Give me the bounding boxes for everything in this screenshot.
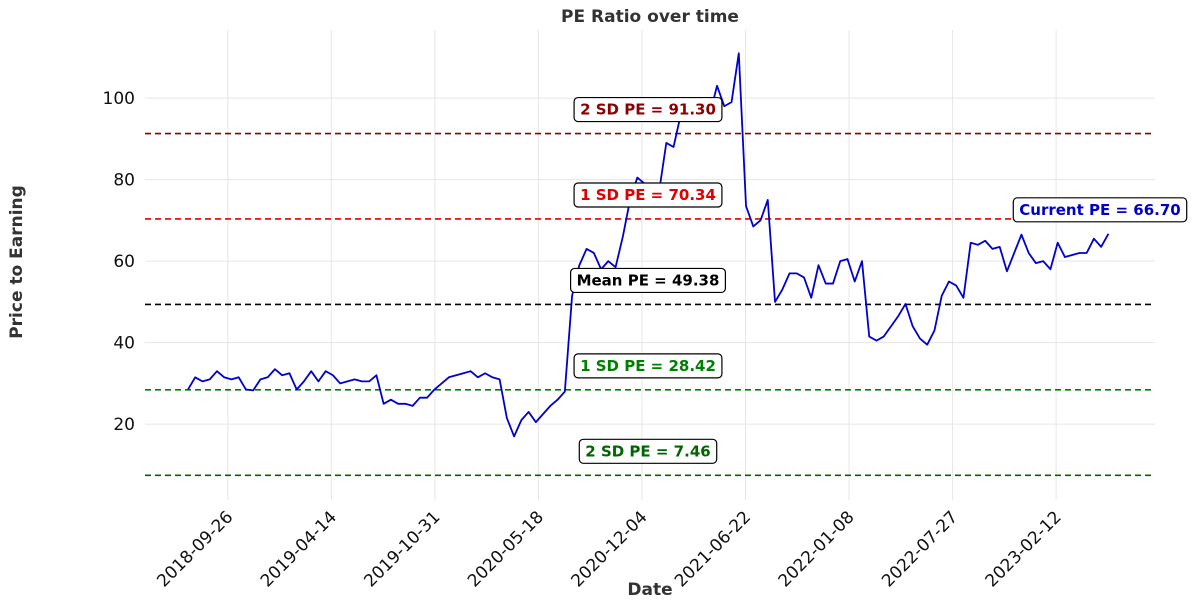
label-box [573,353,723,379]
reference-label: 2 SD PE = 7.46 [578,438,718,464]
y-tick-label: 60 [113,252,135,272]
label-box [569,267,727,294]
reference-label: 1 SD PE = 28.42 [573,353,723,379]
y-tick-label: 20 [113,415,135,435]
label-box [573,182,723,208]
label-text: 1 SD PE = 70.34 [580,186,716,204]
x-tick-label: 2022-01-08 [775,507,859,591]
y-tick-label: 80 [113,171,135,191]
reference-label: Mean PE = 49.38 [569,267,727,294]
label-text: Current PE = 66.70 [1019,201,1180,219]
label-text: 1 SD PE = 28.42 [580,357,716,375]
x-tick-label: 2020-12-04 [568,507,652,591]
x-tick-label: 2020-05-18 [464,507,548,591]
reference-label: 1 SD PE = 70.34 [573,182,723,208]
x-tick-label: 2019-04-14 [257,507,341,591]
y-axis-label: Price to Earning [7,185,27,339]
y-tick-label: 40 [113,334,135,354]
x-tick-label: 2019-10-31 [360,507,444,591]
x-tick-label: 2018-09-26 [153,507,237,591]
reference-label: 2 SD PE = 91.30 [573,96,723,123]
x-axis-label: Date [627,580,672,600]
chart-title: PE Ratio over time [561,7,739,27]
label-box [578,438,718,464]
label-text: 2 SD PE = 7.46 [585,442,710,460]
label-box [1012,197,1188,223]
y-tick-label: 100 [103,89,135,109]
x-tick-label: 2023-02-12 [982,507,1066,591]
current-label: Current PE = 66.70 [1012,197,1188,223]
label-text: Mean PE = 49.38 [577,271,720,289]
label-box [573,96,723,123]
label-text: 2 SD PE = 91.30 [580,101,716,119]
x-tick-label: 2022-07-27 [878,507,962,591]
x-tick-label: 2021-06-22 [671,507,755,591]
